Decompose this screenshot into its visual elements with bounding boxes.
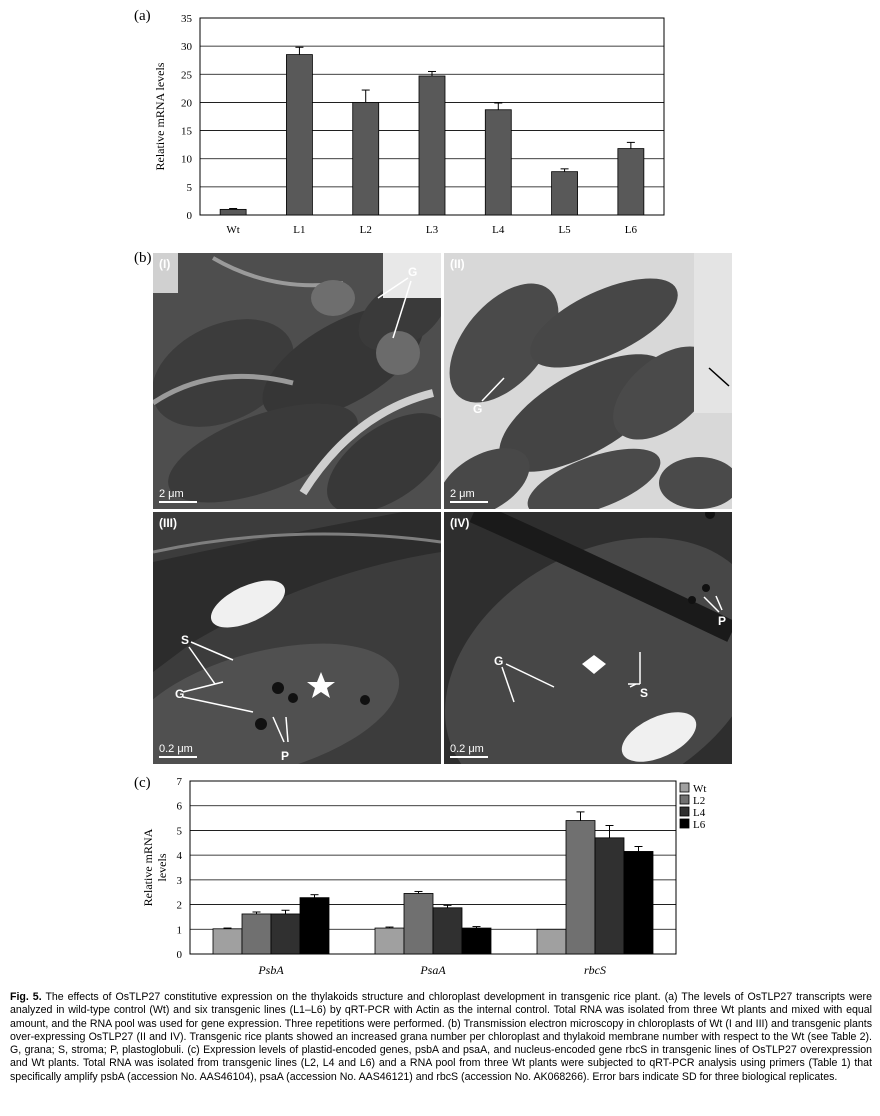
micrograph-2-texture [444,253,732,509]
chart-a-xtick-label: L3 [426,224,439,236]
chart-c-bar [461,927,492,955]
chart-c-bar [299,897,330,955]
chart-c-bar [374,927,405,955]
micrograph-1-texture [153,253,441,509]
chart-c-legend-swatch [679,818,690,829]
micrograph-4-texture [444,512,732,764]
panel-label-a: (a) [134,8,151,24]
micrograph-4-annotation-s: S [640,686,649,700]
chart-c-xtick-label: PsaA [419,963,446,977]
chart-c-ytick-label: 7 [177,776,183,788]
chart-a-ytick-label: 25 [181,69,193,81]
micrograph-2-annotation-g-left: G [473,402,483,416]
chart-c-bar [270,913,301,955]
chart-c-bar [403,893,434,955]
chart-a-ytick-label: 30 [181,41,193,53]
micrograph-3-annotation-s: S [181,633,190,647]
chart-a-xtick-label: L6 [625,224,638,236]
chart-c-bar [536,928,567,955]
chart-c-ytick-label: 3 [177,875,183,887]
chart-c-ytick-label: 5 [177,825,183,837]
chart-c-xtick-label: rbcS [584,963,606,977]
chart-a-bar [551,171,578,216]
micrograph-3-arrows [182,641,335,743]
chart-c-bar [623,851,654,955]
micrograph-4-annotation-p: P [718,614,727,628]
chart-c-xtick-label: PsbA [257,963,284,977]
micrograph-3-annotation-p: P [281,749,290,763]
chart-a-xtick-label: L2 [360,224,372,236]
chart-c-legend-swatch [679,782,690,793]
micrograph-1-label: (I) [159,257,171,271]
chart-a-xtick-label: Wt [226,224,239,236]
chart-a-bar [219,208,247,216]
chart-c-bar [241,913,272,955]
chart-c-legend-label: L2 [693,795,705,807]
micrograph-4-annotation-g: G [494,654,504,668]
panel-label-b: (b) [134,250,152,266]
chart-c-ylabel-line2: levels [155,853,169,881]
micrograph-4: (IV) G P S 0.2 μm [444,512,732,764]
caption-text: The effects of OsTLP27 constitutive expr… [10,991,872,1083]
chart-c-legend-label: L4 [693,807,706,819]
chart-a-ytick-label: 0 [187,210,193,222]
micrograph-1-arrows [377,277,412,339]
micrograph-2: (II) G G 2 μm [444,253,732,509]
panel-label-c: (c) [134,775,151,791]
chart-a-ytick-label: 5 [187,182,193,194]
micrograph-2-label: (II) [450,257,465,271]
chart-c-bar [432,907,463,955]
chart-c-legend-label: Wt [693,783,706,795]
chart-a-bar [484,109,512,216]
chart-c-ytick-label: 6 [177,801,183,813]
micrograph-3-label: (III) [159,516,177,530]
micrograph-3-annotation-g: G [175,687,185,701]
micrograph-2-arrows [481,367,730,402]
micrograph-2-scale: 2 μm [450,488,488,503]
chart-a: 0 5 10 15 20 25 30 35 Wt L1 L2 L3 L4 L5 L6 Relative mRN… [153,13,665,236]
chart-c-bar [594,837,625,955]
micrograph-3-texture [153,512,441,764]
micrograph-4-arrows [501,595,723,703]
chart-a-bar [286,54,313,216]
chart-c-bar [565,820,596,955]
chart-c-bar [212,928,243,955]
chart-c-ylabel-line1: Relative mRNA [141,828,155,906]
micrograph-4-label: (IV) [450,516,470,530]
chart-c-legend-label: L6 [693,819,706,831]
caption-fig-label: Fig. 5. [10,991,42,1003]
micrograph-1-scale: 2 μm [159,488,197,503]
micrograph-1-annotation-g: G [408,265,418,279]
chart-c-legend-swatch [679,794,690,805]
micrograph-3-scale: 0.2 μm [159,743,197,758]
chart-a-ytick-label: 35 [181,13,193,25]
chart-a-ytick-label: 15 [181,126,193,138]
chart-a-bar [352,102,380,216]
chart-a-bar [617,148,645,216]
chart-c-ytick-label: 2 [177,900,183,912]
chart-a-xtick-label: L5 [558,224,571,236]
micrograph-4-scale: 0.2 μm [450,743,488,758]
chart-a-ytick-label: 10 [181,154,193,166]
chart-a-ylabel: Relative mRNA levels [153,62,167,170]
micrograph-3: (III) S G P 0.2 μm [153,512,441,764]
figure-caption: Fig. 5. The effects of OsTLP27 constitut… [10,991,872,1084]
chart-c-ytick-label: 4 [177,850,183,862]
chart-c-ytick-label: 0 [177,949,183,961]
chart-a-ytick-label: 20 [181,97,193,109]
micrograph-1: (I) G 2 μm [153,253,441,509]
chart-a-xtick-label: L1 [293,224,305,236]
chart-c-legend-swatch [679,806,690,817]
chart-c-ytick-label: 1 [177,924,183,936]
chart-a-xtick-label: L4 [492,224,505,236]
chart-c: 0 1 2 3 4 5 6 7 PsbA PsaA rbcS Relative mRNA levels W… [141,776,706,977]
chart-a-bar [418,75,446,216]
